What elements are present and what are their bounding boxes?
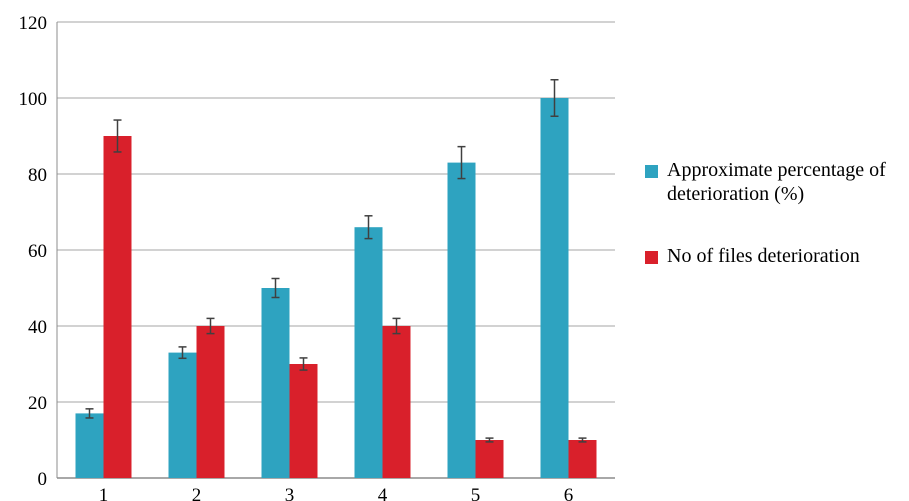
y-axis-ticks: 0 20 40 60 80 100 120 xyxy=(19,13,48,490)
y-tick-label: 100 xyxy=(19,89,48,110)
bar-chart: 0 20 40 60 80 100 120 1 2 3 4 5 6 xyxy=(19,13,615,501)
y-tick-label: 20 xyxy=(28,393,47,414)
bar xyxy=(382,326,411,478)
bar xyxy=(75,413,104,478)
bar xyxy=(475,440,504,478)
legend-label-series-2: No of files deterioration xyxy=(667,245,860,267)
legend: Approximate percentage of deterioration … xyxy=(645,158,907,268)
bar xyxy=(168,352,197,478)
legend-item-series-2: No of files deterioration xyxy=(645,244,907,268)
grid-lines xyxy=(56,21,615,479)
x-tick-label: 3 xyxy=(285,485,295,501)
legend-swatch-series-2 xyxy=(645,251,658,264)
bar xyxy=(354,227,383,478)
legend-item-series-1: Approximate percentage of deterioration … xyxy=(645,158,907,206)
x-tick-label: 4 xyxy=(378,485,388,501)
y-tick-label: 40 xyxy=(28,317,47,338)
y-tick-label: 0 xyxy=(38,469,48,490)
y-tick-label: 120 xyxy=(19,13,48,34)
bar xyxy=(568,440,597,478)
x-tick-label: 6 xyxy=(564,485,574,501)
legend-label-series-1: Approximate percentage of deterioration … xyxy=(667,159,886,205)
bar xyxy=(540,98,569,478)
bar xyxy=(289,364,318,478)
x-axis-ticks: 1 2 3 4 5 6 xyxy=(99,485,574,501)
bar xyxy=(103,136,132,478)
x-tick-label: 1 xyxy=(99,485,109,501)
y-tick-label: 60 xyxy=(28,241,47,262)
x-tick-label: 5 xyxy=(471,485,481,501)
bar xyxy=(196,326,225,478)
legend-swatch-series-1 xyxy=(645,165,658,178)
bar xyxy=(447,162,476,478)
bar xyxy=(261,288,290,478)
y-tick-label: 80 xyxy=(28,165,47,186)
x-tick-label: 2 xyxy=(192,485,202,501)
error-bars xyxy=(85,79,587,443)
bar-series xyxy=(75,98,597,478)
